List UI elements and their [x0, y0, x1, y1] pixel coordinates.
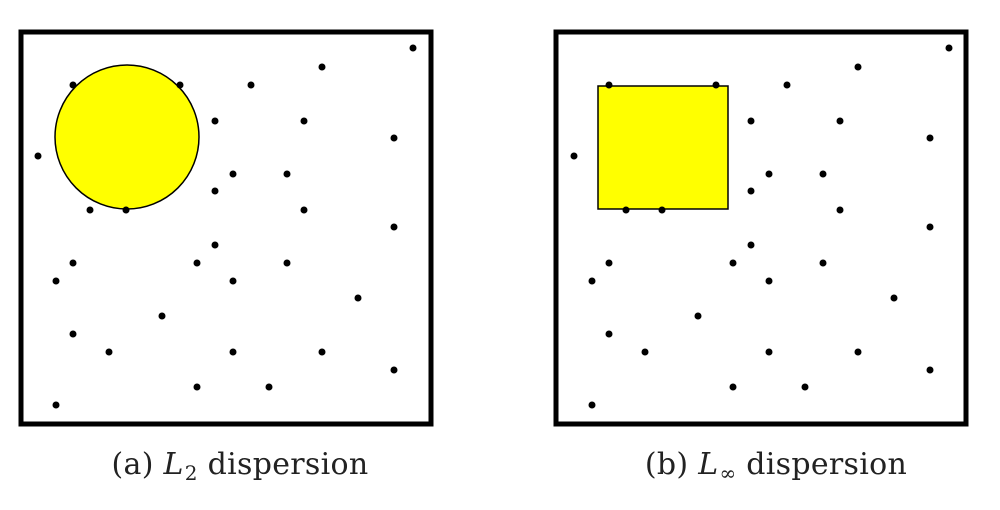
- sample-point: [229, 170, 237, 178]
- sample-point: [354, 294, 362, 302]
- sample-point: [926, 134, 934, 142]
- sample-point: [34, 152, 42, 160]
- sample-point: [765, 277, 773, 285]
- sample-point: [945, 44, 953, 52]
- panel-linf-dispersion: (b) L∞ dispersion: [536, 0, 1000, 510]
- sample-point: [229, 277, 237, 285]
- unit-square-frame: [18, 29, 434, 427]
- sample-point: [193, 383, 201, 391]
- sample-point: [605, 330, 613, 338]
- sample-point: [729, 383, 737, 391]
- panel-l2-dispersion: (a) L2 dispersion: [0, 0, 480, 510]
- sample-point: [52, 277, 60, 285]
- sample-point: [193, 259, 201, 267]
- caption-a: (a) L2 dispersion: [111, 447, 369, 485]
- sample-point: [158, 312, 166, 320]
- sample-point: [283, 259, 291, 267]
- sample-point: [86, 206, 94, 214]
- sample-point: [747, 187, 755, 195]
- sample-point: [300, 206, 308, 214]
- sample-point: [926, 223, 934, 231]
- sample-point: [712, 81, 720, 89]
- caption-b: (b) L∞ dispersion: [644, 447, 908, 485]
- point-set: [570, 44, 953, 409]
- sample-point: [605, 81, 613, 89]
- sample-point: [694, 312, 702, 320]
- sample-point: [854, 348, 862, 356]
- sample-point: [747, 117, 755, 125]
- sample-point: [588, 401, 596, 409]
- sample-point: [836, 117, 844, 125]
- sample-point: [265, 383, 273, 391]
- sample-point: [783, 81, 791, 89]
- sample-point: [105, 348, 113, 356]
- sample-point: [390, 134, 398, 142]
- sample-point: [729, 259, 737, 267]
- sample-point: [211, 117, 219, 125]
- sample-point: [69, 330, 77, 338]
- sample-point: [641, 348, 649, 356]
- unit-square-frame: [553, 29, 969, 427]
- sample-point: [318, 63, 326, 71]
- sample-point: [801, 383, 809, 391]
- sample-point: [247, 81, 255, 89]
- sample-point: [836, 206, 844, 214]
- sample-point: [570, 152, 578, 160]
- largest-empty-square: [597, 85, 729, 210]
- sample-point: [605, 259, 613, 267]
- linf-point-set-plot: [553, 29, 969, 427]
- sample-point: [926, 366, 934, 374]
- sample-point: [622, 206, 630, 214]
- sample-point: [283, 170, 291, 178]
- sample-point: [390, 366, 398, 374]
- sample-point: [122, 206, 130, 214]
- sample-point: [819, 259, 827, 267]
- sample-point: [69, 81, 77, 89]
- sample-point: [300, 117, 308, 125]
- point-set: [34, 44, 417, 409]
- sample-point: [658, 206, 666, 214]
- sample-point: [390, 223, 398, 231]
- sample-point: [765, 348, 773, 356]
- sample-point: [890, 294, 898, 302]
- sample-point: [176, 81, 184, 89]
- sample-point: [211, 187, 219, 195]
- sample-point: [52, 401, 60, 409]
- sample-point: [854, 63, 862, 71]
- sample-point: [69, 259, 77, 267]
- sample-point: [409, 44, 417, 52]
- sample-point: [229, 348, 237, 356]
- l2-point-set-plot: [18, 29, 434, 427]
- sample-point: [747, 241, 755, 249]
- sample-point: [318, 348, 326, 356]
- sample-point: [819, 170, 827, 178]
- sample-point: [588, 277, 596, 285]
- sample-point: [765, 170, 773, 178]
- sample-point: [211, 241, 219, 249]
